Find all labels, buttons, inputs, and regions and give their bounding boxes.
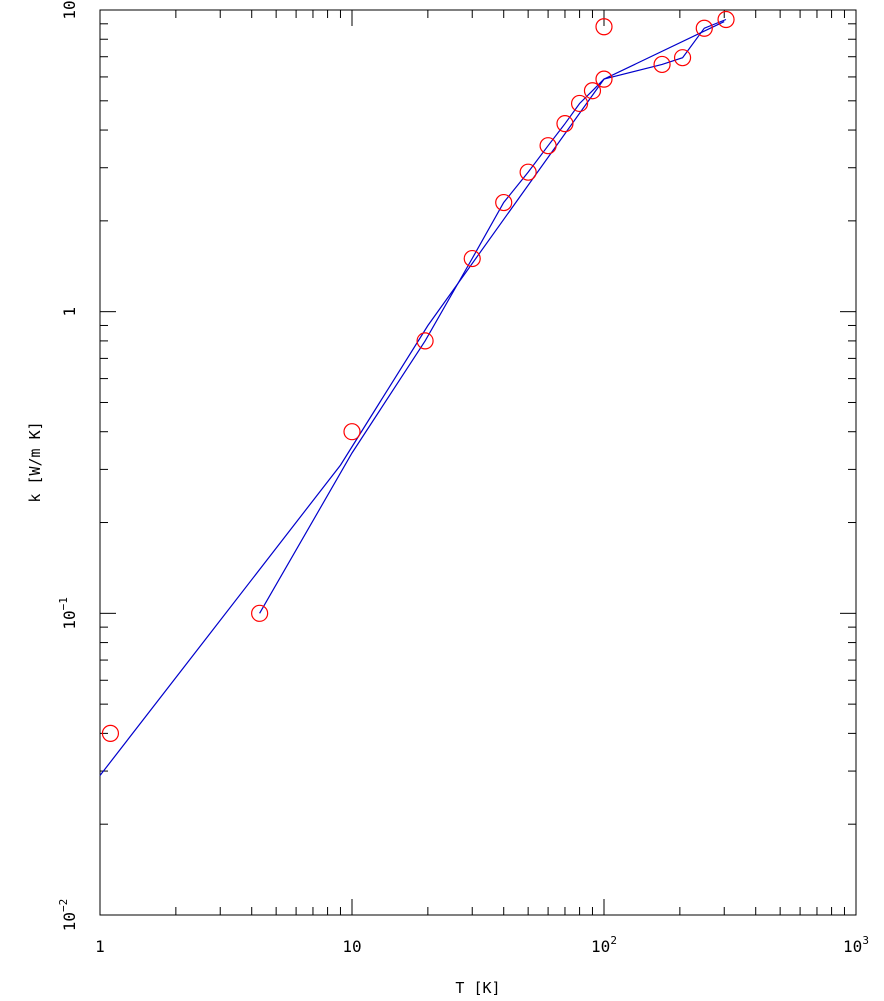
- data-point: [717, 10, 735, 29]
- data-point: [595, 18, 613, 36]
- data-point: [595, 70, 613, 88]
- data-point: [695, 19, 713, 37]
- y-tick-label: 10: [60, 0, 79, 19]
- y-tick-label: 10−1: [57, 597, 79, 630]
- data-point: [463, 249, 481, 268]
- plot-frame: [99, 9, 857, 916]
- data-points: [101, 10, 735, 742]
- data-point: [539, 137, 557, 155]
- data-point: [101, 724, 120, 742]
- x-tick-label: 1: [95, 937, 105, 956]
- data-point: [519, 163, 537, 181]
- fit-line-1: [99, 21, 725, 776]
- y-axis-title: k [W/m K]: [26, 421, 44, 502]
- data-point: [416, 332, 434, 350]
- data-point: [583, 82, 602, 100]
- x-tick-label: 102: [591, 934, 617, 956]
- tick-labels: 1 10 102 103 10−2 10−1 1 10: [57, 0, 869, 956]
- axis-ticks: [99, 10, 856, 916]
- y-tick-label: 1: [60, 307, 79, 317]
- data-point: [251, 604, 269, 622]
- x-tick-label: 103: [843, 934, 869, 956]
- y-tick-label: 10−2: [57, 899, 79, 932]
- x-axis-title: T [K]: [455, 979, 500, 997]
- fit-line-2: [259, 18, 727, 614]
- x-tick-label: 10: [342, 937, 361, 956]
- data-point: [556, 115, 574, 133]
- data-point: [673, 49, 692, 67]
- data-point: [495, 193, 513, 212]
- fit-lines: [99, 18, 727, 776]
- data-point: [570, 94, 589, 113]
- data-point: [653, 55, 671, 74]
- data-point: [343, 423, 361, 441]
